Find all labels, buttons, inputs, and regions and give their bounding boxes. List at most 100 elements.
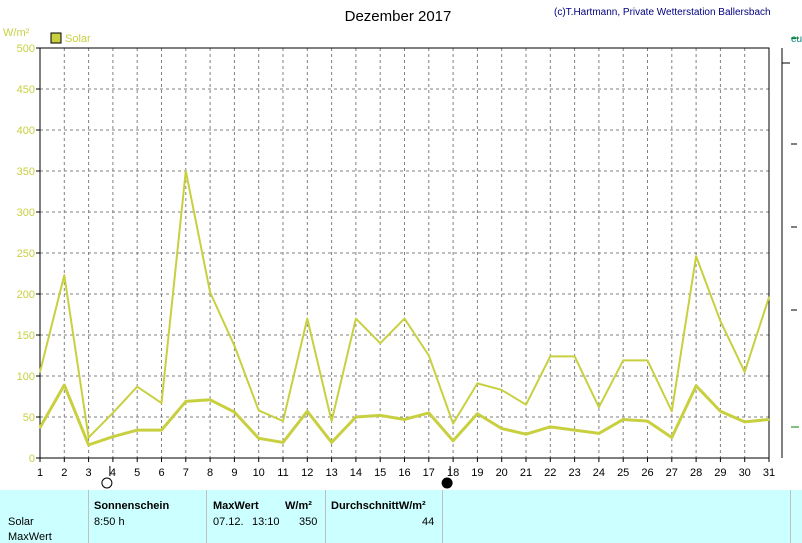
data-point-mean xyxy=(573,429,576,431)
x-tick-label: 21 xyxy=(520,467,532,479)
data-point-max xyxy=(403,317,406,320)
y-tick-label: 500 xyxy=(17,43,35,55)
x-tick-label: 25 xyxy=(617,467,629,479)
moon-markers xyxy=(101,466,453,489)
x-tick-label: 8 xyxy=(207,467,213,479)
data-point-max xyxy=(622,359,624,362)
avg-header: DurchschnittW/m² xyxy=(331,500,426,512)
x-tick-label: 1 xyxy=(37,467,43,479)
x-tick-label: 19 xyxy=(471,467,483,479)
x-tick-label: 20 xyxy=(496,467,508,479)
data-point-max xyxy=(136,385,138,388)
data-point-max xyxy=(209,291,211,294)
x-tick-label: 7 xyxy=(183,467,189,479)
data-point-mean xyxy=(500,427,503,430)
x-tick-label: 12 xyxy=(301,467,313,479)
chart-title: Dezember 2017 xyxy=(345,8,452,25)
y-tick-label: 450 xyxy=(17,84,35,96)
footer-divider xyxy=(325,490,326,543)
data-point-mean xyxy=(525,433,527,436)
data-point-max xyxy=(549,355,552,358)
x-tick-label: 2 xyxy=(61,467,67,479)
x-tick-label: 10 xyxy=(253,467,265,479)
data-point-mean xyxy=(452,439,454,442)
x-tick-label: 29 xyxy=(714,467,726,479)
x-tick-label: 22 xyxy=(544,467,556,479)
data-point-mean xyxy=(622,418,624,421)
data-point-max xyxy=(185,170,187,172)
x-tick-label: 23 xyxy=(568,467,580,479)
x-tick-label: 18 xyxy=(447,467,459,479)
x-ticks: 1 2 3 4 5 6 7 8 9 10 11 12 13 14 15 16 17 18 19 20 21 22 23 24 2… xyxy=(37,458,775,479)
data-point-mean xyxy=(209,398,211,401)
max-header: MaxWert xyxy=(213,500,259,512)
x-tick-label: 28 xyxy=(690,467,702,479)
data-point-mean xyxy=(355,416,357,418)
data-point-max xyxy=(306,317,309,320)
data-point-mean xyxy=(282,441,284,444)
data-point-mean xyxy=(428,412,430,414)
data-point-mean xyxy=(671,436,673,439)
series xyxy=(38,170,770,447)
x-tick-label: 11 xyxy=(277,467,288,479)
x-tick-label: 15 xyxy=(374,467,386,479)
right-axis xyxy=(781,37,799,458)
data-point-mean xyxy=(330,441,333,444)
data-point-max xyxy=(671,410,673,413)
data-point-mean xyxy=(39,426,41,429)
y-tick-label: 300 xyxy=(17,207,35,219)
x-tick-label: 30 xyxy=(739,467,751,479)
data-point-max xyxy=(768,296,770,299)
x-tick-label: 3 xyxy=(86,467,92,479)
data-point-max xyxy=(257,409,260,412)
data-point-mean xyxy=(476,412,479,415)
footer-divider xyxy=(790,490,791,543)
data-point-mean xyxy=(160,429,163,431)
max-date: 07.12. xyxy=(213,516,244,528)
data-point-mean xyxy=(743,421,746,423)
data-point-mean xyxy=(695,385,697,387)
data-point-max xyxy=(282,420,284,422)
x-tick-label: 24 xyxy=(593,467,605,479)
data-point-max xyxy=(573,355,576,358)
data-point-max xyxy=(719,320,722,322)
avg-value: 44 xyxy=(422,516,435,528)
data-point-mean xyxy=(403,418,406,421)
data-point-max xyxy=(598,406,600,408)
x-tick-label: 4 xyxy=(110,467,116,479)
data-point-max xyxy=(160,402,163,404)
chart: Dezember 2017 (c)T.Hartmann, Private Wet… xyxy=(3,7,802,489)
right-axis-stub: eu xyxy=(791,34,802,45)
data-point-mean xyxy=(768,418,770,421)
footer-divider xyxy=(442,490,443,543)
x-tick-label: 14 xyxy=(350,467,362,479)
x-tick-label: 6 xyxy=(158,467,164,479)
data-point-mean xyxy=(87,444,90,446)
data-point-max xyxy=(112,412,114,414)
x-tick-label: 17 xyxy=(423,467,435,479)
x-tick-label: 13 xyxy=(325,467,337,479)
data-point-max xyxy=(330,420,333,422)
data-point-mean xyxy=(306,410,309,413)
data-point-mean xyxy=(549,426,552,428)
y-tick-label: 400 xyxy=(17,125,35,137)
data-point-mean xyxy=(646,420,649,422)
row-label-solar: Solar xyxy=(8,516,34,528)
x-tick-label: 16 xyxy=(398,467,410,479)
data-point-max xyxy=(63,274,66,276)
x-tick-label: 27 xyxy=(666,467,678,479)
data-point-mean xyxy=(233,411,236,413)
data-point-max xyxy=(355,317,357,320)
data-point-max xyxy=(695,255,697,258)
legend-label: Solar xyxy=(65,33,91,45)
legend-swatch xyxy=(50,32,62,44)
copyright-text: (c)T.Hartmann, Private Wetterstation Bal… xyxy=(554,7,771,18)
footer-divider xyxy=(88,490,89,543)
data-point-mean xyxy=(379,414,382,417)
data-point-mean xyxy=(598,432,600,435)
sunshine-value: 8:50 h xyxy=(94,516,125,528)
data-point-max xyxy=(428,354,430,357)
x-tick-label: 9 xyxy=(231,467,237,479)
data-point-max xyxy=(525,403,527,406)
data-point-mean xyxy=(257,437,260,440)
